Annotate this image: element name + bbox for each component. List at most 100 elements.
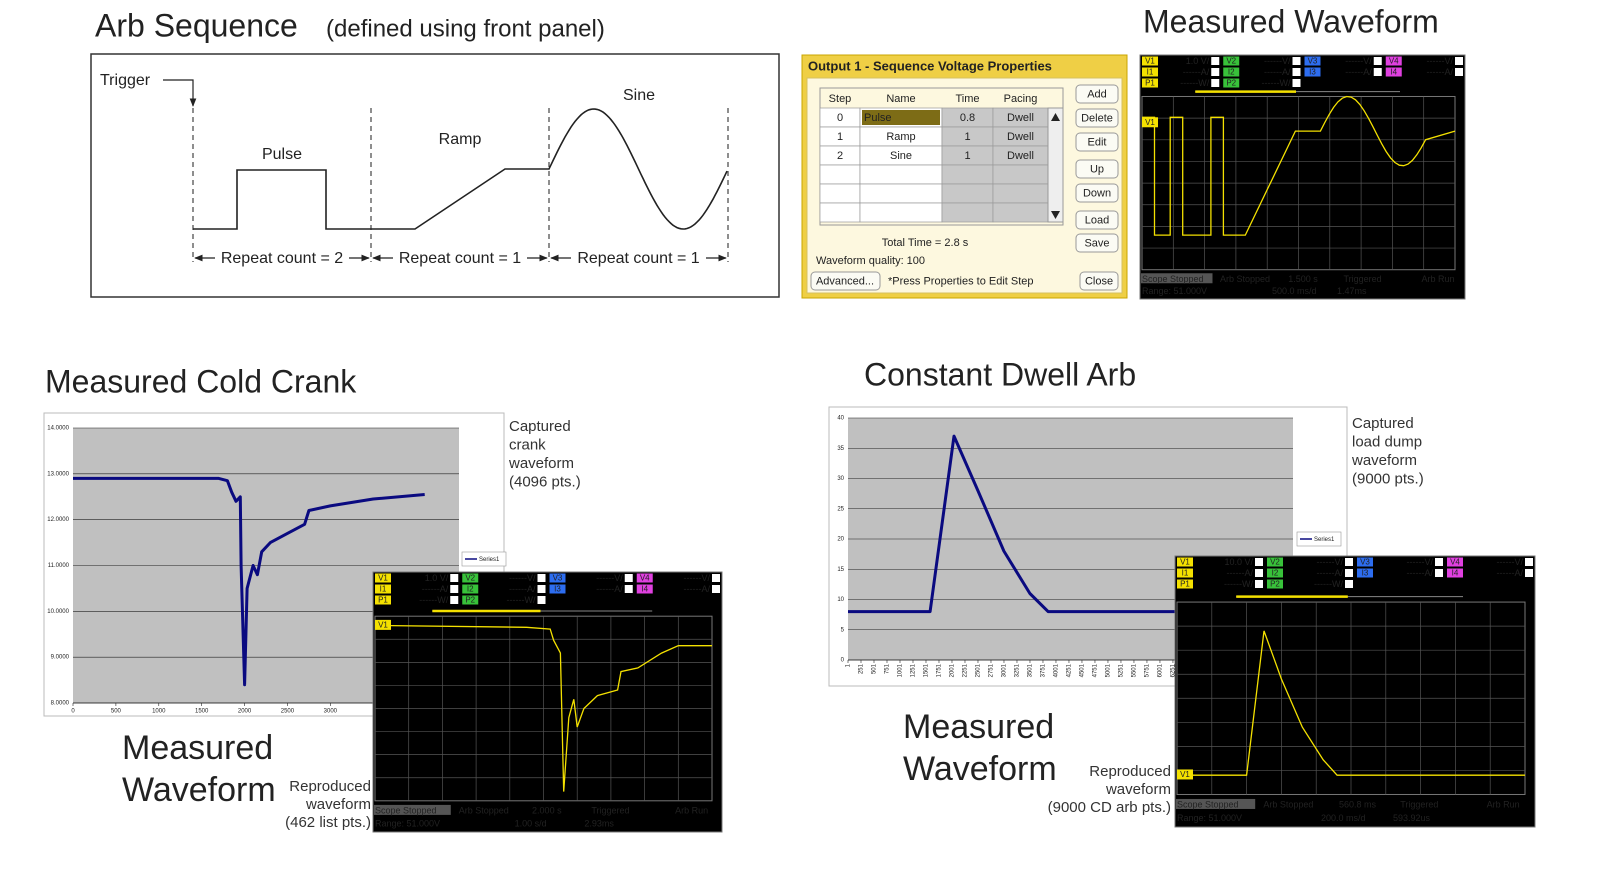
y-tick-label: 11.0000 xyxy=(48,563,70,569)
button-label[interactable]: Load xyxy=(1085,214,1109,226)
button-label[interactable]: Close xyxy=(1085,275,1113,287)
table-cell-text: Sine xyxy=(890,150,912,162)
channel-scale: ------W/ xyxy=(1180,78,1209,88)
button-label[interactable]: Save xyxy=(1084,237,1109,249)
channel-scale: ------A/ xyxy=(596,584,623,594)
scope-status: Scope Stopped xyxy=(1177,800,1239,810)
channel-box xyxy=(1525,558,1533,566)
chart-title: Measured Cold Crank xyxy=(45,363,357,399)
x-tick-label: 2751 xyxy=(989,663,995,677)
channel-name: V2 xyxy=(465,574,475,583)
table-cell-text: 0 xyxy=(837,112,843,124)
caption: Measured xyxy=(122,729,273,767)
channel-tag xyxy=(1385,56,1402,66)
y-tick-label: 35 xyxy=(837,446,844,452)
x-tick-label: 4751 xyxy=(1093,663,1099,677)
channel-tag xyxy=(549,584,566,594)
scope-status: 1.500 s xyxy=(1288,274,1318,284)
channel-box xyxy=(450,596,459,604)
button[interactable] xyxy=(1075,183,1119,203)
channel-box xyxy=(1292,79,1301,87)
y-tick-label: 10.0000 xyxy=(47,609,69,615)
scope-status: 200.0 ms/d xyxy=(1321,813,1366,823)
status-bg xyxy=(1176,798,1256,809)
button-label[interactable]: Down xyxy=(1083,187,1111,199)
channel-name: V4 xyxy=(1389,57,1399,66)
channel-scale: ------V/ xyxy=(1407,557,1434,567)
button[interactable] xyxy=(1075,233,1119,253)
section-subtitle: (defined using front panel) xyxy=(326,15,605,42)
channel-tag xyxy=(1142,56,1158,66)
x-tick-label: 500 xyxy=(111,709,122,715)
table-cell xyxy=(992,183,1049,204)
button[interactable] xyxy=(810,271,881,291)
channel-name: P2 xyxy=(1226,79,1236,88)
channel-box xyxy=(1255,558,1263,566)
channel-scale: ------A/ xyxy=(1345,67,1372,77)
channel-scale: ------A/ xyxy=(1497,568,1524,578)
x-tick-label: 3000 xyxy=(324,709,338,715)
x-tick-label: 3751 xyxy=(1041,663,1047,677)
channel-scale: ------V/ xyxy=(684,573,711,583)
channel-box xyxy=(1211,68,1220,76)
annotation: Captured xyxy=(1352,415,1414,432)
button[interactable] xyxy=(1075,132,1119,152)
channel-tag xyxy=(1267,568,1283,578)
button[interactable] xyxy=(1075,159,1119,179)
button-label[interactable]: Delete xyxy=(1081,112,1113,124)
button-label[interactable]: Advanced... xyxy=(816,275,874,287)
x-tick-label: 1251 xyxy=(911,663,917,677)
channel-scale: ------A/ xyxy=(1427,67,1454,77)
channel-tag xyxy=(1357,568,1373,578)
trace-label: V1 xyxy=(1180,770,1190,779)
scope-screen xyxy=(372,571,723,833)
channel-name: P2 xyxy=(465,596,475,605)
scope-status: Arb Run xyxy=(1422,274,1455,284)
trace-label: V1 xyxy=(378,621,388,630)
channel-box xyxy=(1255,569,1263,577)
button[interactable] xyxy=(1075,108,1119,128)
panel-title: Output 1 - Sequence Voltage Properties xyxy=(808,58,1052,73)
button-label[interactable]: Up xyxy=(1090,163,1104,175)
trace-tag xyxy=(1142,117,1158,128)
channel-scale: ------A/ xyxy=(1183,67,1210,77)
y-tick-label: 15 xyxy=(837,567,844,573)
channel-box xyxy=(1211,79,1220,87)
x-tick-label: 6251 xyxy=(1171,663,1177,677)
waveform-quality: Waveform quality: 100 xyxy=(816,255,925,267)
channel-scale: 1.0 V/ xyxy=(425,573,449,583)
channel-name: V1 xyxy=(1145,57,1155,66)
channel-box xyxy=(1435,569,1443,577)
channel-box xyxy=(1255,580,1263,588)
channel-box xyxy=(624,585,633,593)
table-cell xyxy=(859,202,943,223)
x-tick-label: 2501 xyxy=(976,663,982,677)
channel-name: V4 xyxy=(1450,558,1460,567)
button-label[interactable]: Add xyxy=(1087,88,1107,100)
table-cell xyxy=(941,164,994,185)
channel-name: V3 xyxy=(553,574,563,583)
segment-dividers xyxy=(192,108,729,262)
x-tick-label: 5251 xyxy=(1119,663,1125,677)
chart-title: Constant Dwell Arb xyxy=(864,356,1136,392)
channel-scale: ------W/ xyxy=(1314,579,1343,589)
button-label[interactable]: Edit xyxy=(1088,136,1107,148)
button[interactable] xyxy=(1075,210,1119,230)
x-tick-label: 5001 xyxy=(1106,663,1112,677)
channel-name: I4 xyxy=(1390,68,1397,77)
channel-name: P1 xyxy=(378,596,388,605)
x-tick-label: 751 xyxy=(885,663,891,674)
channel-name: P2 xyxy=(1270,580,1280,589)
x-tick-label: 2251 xyxy=(963,663,969,677)
button[interactable] xyxy=(1079,271,1119,291)
annotation: (9000 pts.) xyxy=(1352,470,1424,487)
table-cell-text: 0.8 xyxy=(960,112,975,124)
channel-scale: ------A/ xyxy=(1264,67,1291,77)
scope-status: Arb Stopped xyxy=(1220,274,1270,284)
y-tick-label: 13.0000 xyxy=(47,471,69,477)
label-bg xyxy=(571,248,706,268)
button[interactable] xyxy=(1075,84,1119,104)
table-cell xyxy=(941,183,994,204)
channel-tag xyxy=(462,595,479,605)
channel-scale: ------V/ xyxy=(596,573,623,583)
